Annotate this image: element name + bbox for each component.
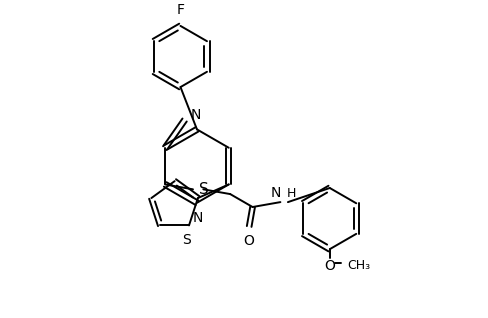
Text: S: S	[199, 182, 208, 197]
Text: O: O	[325, 259, 335, 273]
Text: N: N	[193, 211, 203, 225]
Text: N: N	[270, 186, 281, 200]
Text: H: H	[287, 187, 296, 200]
Text: N: N	[191, 108, 201, 122]
Text: S: S	[183, 233, 191, 247]
Text: CH₃: CH₃	[347, 259, 371, 273]
Text: O: O	[244, 233, 255, 247]
Text: F: F	[177, 3, 184, 17]
